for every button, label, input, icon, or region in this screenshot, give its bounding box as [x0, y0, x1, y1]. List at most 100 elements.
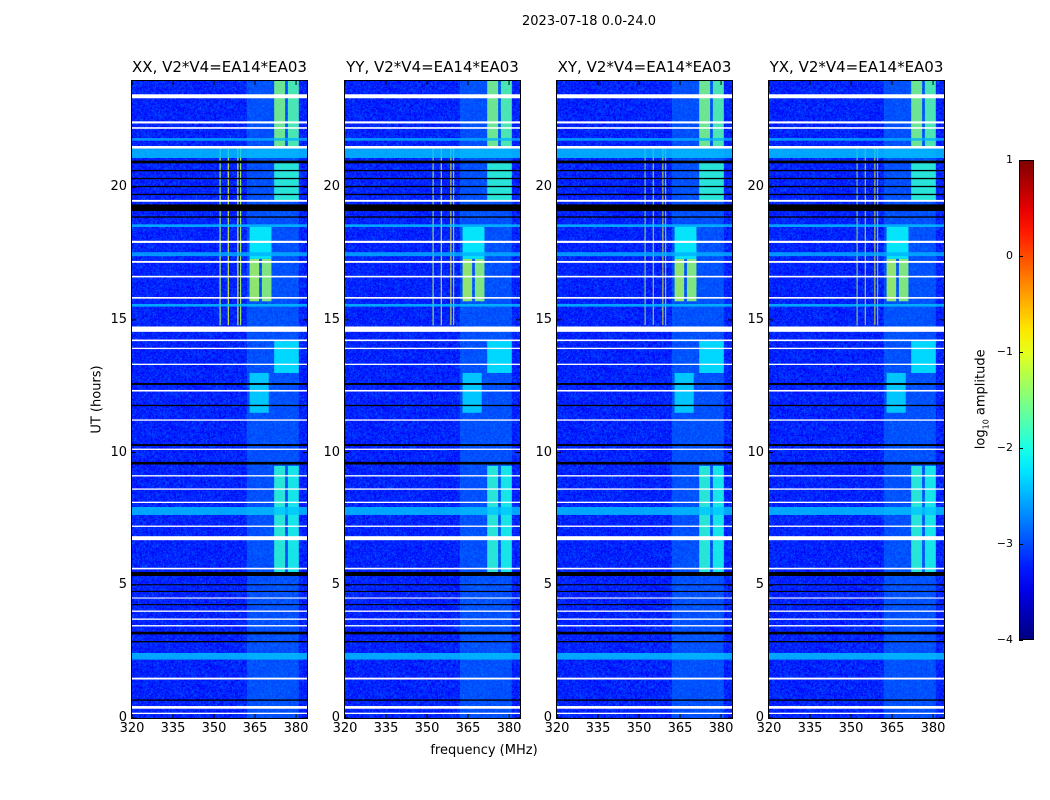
time-row-flag	[132, 297, 307, 299]
heatmap-overlay	[345, 81, 520, 718]
freq-band	[712, 81, 724, 148]
time-row-zero	[345, 604, 520, 606]
y-tick-label: 10	[535, 444, 552, 460]
chart-suptitle: 2023-07-18 0.0-24.0	[522, 14, 656, 29]
time-row-flag	[557, 275, 732, 278]
freq-band	[462, 258, 473, 302]
time-row-zero	[345, 160, 520, 164]
freq-band	[699, 81, 711, 148]
time-row-zero	[132, 584, 307, 586]
time-row-flag	[132, 347, 307, 350]
time-row-zero	[345, 193, 520, 196]
panel-title: XY, V2*V4=EA14*EA03	[557, 58, 732, 76]
time-row-flag	[769, 712, 944, 715]
time-row-flag	[132, 488, 307, 490]
colorbar-tick-mark	[1019, 352, 1023, 353]
time-row-zero	[557, 160, 732, 164]
time-row-flag	[345, 488, 520, 490]
x-tick-label: 350	[414, 721, 440, 736]
time-row-zero	[769, 444, 944, 446]
time-row-zero	[132, 193, 307, 196]
time-row-zero	[769, 641, 944, 643]
time-row-level	[345, 148, 520, 158]
time-row-zero	[557, 404, 732, 407]
time-row-zero	[769, 404, 944, 407]
time-row-flag	[345, 146, 520, 149]
freq-band	[699, 465, 711, 573]
time-row-level	[132, 224, 307, 227]
time-row-zero	[769, 216, 944, 218]
time-row-flag	[132, 525, 307, 527]
time-row-level	[345, 303, 520, 307]
time-row-zero	[769, 584, 944, 586]
time-row-flag	[769, 363, 944, 365]
freq-band	[699, 341, 724, 373]
time-row-zero	[769, 204, 944, 212]
rfi-line	[877, 147, 879, 326]
time-row-level	[132, 506, 307, 515]
x-tick-label: 335	[160, 721, 186, 736]
colorbar-label-main: log	[973, 429, 989, 450]
time-row-zero	[557, 572, 732, 577]
time-row-flag	[557, 146, 732, 149]
x-tick-label: 320	[119, 721, 145, 736]
rfi-line	[450, 147, 452, 326]
colorbar-tick-label: 1	[1006, 153, 1013, 166]
time-row-zero	[769, 169, 944, 172]
rfi-line	[219, 147, 221, 326]
time-row-level	[769, 148, 944, 158]
time-row-zero	[557, 584, 732, 586]
time-row-flag	[769, 448, 944, 450]
time-row-level	[557, 252, 732, 257]
time-row-zero	[132, 572, 307, 577]
colorbar-tick-mark	[1019, 544, 1023, 545]
freq-band	[274, 341, 299, 373]
time-row-flag	[132, 536, 307, 541]
time-row-flag	[769, 240, 944, 243]
y-tick-label: 5	[118, 577, 127, 593]
freq-band	[500, 81, 512, 148]
time-row-flag	[132, 260, 307, 263]
y-tick-label: 15	[110, 311, 127, 327]
freq-band	[500, 465, 512, 573]
time-row-flag	[769, 94, 944, 99]
freq-band	[886, 372, 906, 413]
heatmap-overlay	[769, 81, 944, 718]
colorbar-tick-label: −2	[996, 441, 1013, 454]
time-row-flag	[345, 389, 520, 392]
x-tick-label: 365	[879, 721, 905, 736]
time-row-zero	[345, 461, 520, 465]
time-row-flag	[132, 448, 307, 450]
time-row-flag	[345, 94, 520, 99]
rfi-line	[652, 147, 654, 326]
y-tick-label: 5	[755, 577, 764, 593]
time-row-flag	[769, 127, 944, 129]
time-row-flag	[769, 326, 944, 332]
time-row-flag	[345, 712, 520, 715]
time-row-zero	[557, 216, 732, 218]
time-row-flag	[345, 677, 520, 680]
y-axis-label: UT (hours)	[89, 365, 105, 434]
time-row-zero	[557, 631, 732, 635]
time-row-flag	[345, 240, 520, 243]
y-tick-label: 20	[747, 179, 764, 195]
freq-band	[487, 81, 499, 148]
rfi-line	[864, 147, 866, 326]
rfi-line	[644, 147, 646, 326]
time-row-level	[345, 138, 520, 141]
time-row-flag	[557, 501, 732, 504]
time-row-zero	[132, 461, 307, 465]
heatmap-panel	[131, 80, 308, 719]
time-row-flag	[557, 625, 732, 627]
time-row-zero	[769, 590, 944, 592]
freq-band	[911, 160, 936, 201]
rfi-line	[856, 147, 858, 326]
time-row-flag	[132, 625, 307, 627]
time-row-flag	[132, 146, 307, 149]
time-row-flag	[132, 597, 307, 599]
time-row-flag	[345, 326, 520, 332]
time-row-zero	[769, 604, 944, 606]
panel-title: YX, V2*V4=EA14*EA03	[769, 58, 944, 76]
time-row-flag	[557, 567, 732, 570]
colorbar-label: log10 amplitude	[974, 339, 991, 459]
